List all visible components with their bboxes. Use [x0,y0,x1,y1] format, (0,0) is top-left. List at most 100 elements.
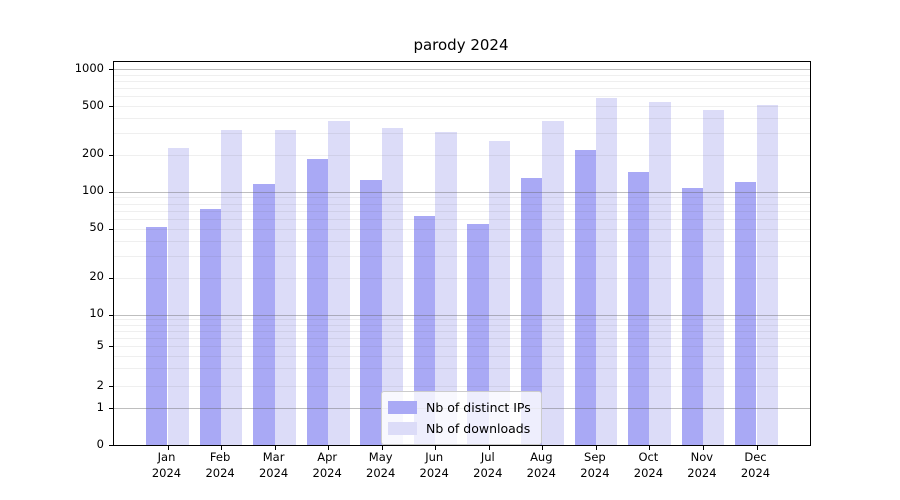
bar-distinct-ips-oct [628,171,650,445]
y-gridline-minor-9 [114,319,810,321]
y-tick-label-20: 20 [89,269,104,284]
y-gridline-minor-600 [114,96,810,98]
x-tick-label-apr: Apr 2024 [312,450,342,480]
legend-swatch-distinct-ips [388,401,417,414]
x-tick-jan [167,446,169,450]
x-tick-label-may: May 2024 [366,450,396,480]
bar-distinct-ips-dec [735,182,757,445]
y-gridline-major-1000 [114,69,810,71]
x-tick-nov [702,446,704,450]
y-gridline-minor-4 [114,355,810,357]
y-gridline-minor-400 [114,117,810,119]
y-tick-1 [109,408,113,409]
x-tick-label-nov: Nov 2024 [687,450,717,480]
y-tick-label-1: 1 [96,399,104,414]
y-gridline-minor-90 [114,197,810,199]
y-tick-20 [109,277,113,279]
bar-distinct-ips-may [360,180,382,445]
x-tick-label-mar: Mar 2024 [258,450,289,480]
y-gridline-minor-20 [114,277,810,279]
y-gridline-minor-7 [114,330,810,332]
y-tick-label-0: 0 [96,436,104,451]
bar-distinct-ips-feb [199,209,222,445]
bar-downloads-apr [328,121,350,445]
y-tick-label-200: 200 [82,146,104,161]
y-tick-100 [109,191,113,193]
x-tick-label-jan: Jan 2024 [151,450,182,480]
y-gridline-minor-500 [114,106,810,107]
y-gridline-minor-8 [114,324,810,326]
bar-distinct-ips-mar [253,184,275,445]
y-tick-label-10: 10 [89,306,104,320]
y-tick-500 [109,106,113,107]
y-gridline-minor-6 [114,337,810,339]
x-tick-label-sep: Sep 2024 [580,450,610,480]
bar-downloads-may [381,127,404,445]
y-gridline-minor-5 [114,346,810,347]
bar-distinct-ips-jan [146,227,168,445]
bar-downloads-sep [595,97,618,445]
bar-downloads-jan [167,148,189,445]
y-gridline-minor-3 [114,368,810,370]
x-tick-apr [328,446,330,450]
bar-downloads-aug [542,121,564,445]
y-gridline-minor-900 [114,74,810,76]
x-tick-aug [542,446,544,450]
bar-downloads-nov [702,110,725,445]
y-gridline-minor-300 [114,133,810,135]
x-tick-jun [435,446,437,450]
bar-downloads-oct [649,101,671,445]
x-tick-mar [274,446,276,450]
bar-downloads-dec [756,105,778,445]
x-tick-label-feb: Feb 2024 [205,450,235,480]
legend: Nb of distinct IPs Nb of downloads [381,391,542,445]
bar-distinct-ips-jun [413,216,436,445]
y-gridline-minor-60 [114,219,810,220]
bar-downloads-feb [221,130,243,445]
y-gridline-minor-200 [114,154,810,156]
y-tick-200 [109,154,113,156]
bar-distinct-ips-jul [467,224,489,445]
x-tick-feb [221,446,223,450]
y-gridline-major-10 [114,314,810,316]
chart-title: parody 2024 [413,36,509,54]
y-gridline-minor-70 [114,210,810,212]
y-tick-5 [109,346,113,347]
y-tick-10 [109,314,113,316]
legend-label-downloads: Nb of downloads [426,421,531,436]
y-gridline-major-100 [114,191,810,193]
y-tick-2 [109,386,113,387]
legend-row-downloads: Nb of downloads [388,418,531,439]
bar-downloads-jul [488,140,511,445]
y-gridline-minor-40 [114,240,810,242]
bar-distinct-ips-nov [681,187,703,445]
y-tick-label-2: 2 [96,377,104,392]
bar-distinct-ips-sep [574,150,596,445]
x-tick-oct [649,446,651,450]
y-tick-label-50: 50 [89,220,104,235]
x-tick-may [381,446,383,450]
y-tick-label-100: 100 [82,183,104,198]
x-tick-label-jun: Jun 2024 [419,450,449,480]
y-tick-label-500: 500 [82,97,104,112]
x-tick-label-jul: Jul 2024 [473,450,503,480]
legend-label-distinct-ips: Nb of distinct IPs [426,400,531,415]
y-tick-1000 [109,69,113,71]
y-gridline-minor-2 [114,386,810,387]
y-gridline-minor-800 [114,81,810,82]
y-gridline-minor-700 [114,88,810,90]
y-tick-label-1000: 1000 [74,60,104,75]
bar-distinct-ips-apr [306,158,329,445]
x-tick-label-dec: Dec 2024 [740,450,771,480]
bar-distinct-ips-aug [520,178,543,445]
y-gridline-minor-80 [114,203,810,205]
x-tick-label-oct: Oct 2024 [633,450,664,480]
x-tick-sep [595,446,597,450]
y-gridline-minor-30 [114,256,810,257]
x-tick-dec [756,446,758,450]
legend-swatch-downloads [388,422,417,435]
bar-downloads-mar [274,130,296,445]
y-tick-50 [109,228,113,230]
y-tick-label-5: 5 [96,337,104,352]
